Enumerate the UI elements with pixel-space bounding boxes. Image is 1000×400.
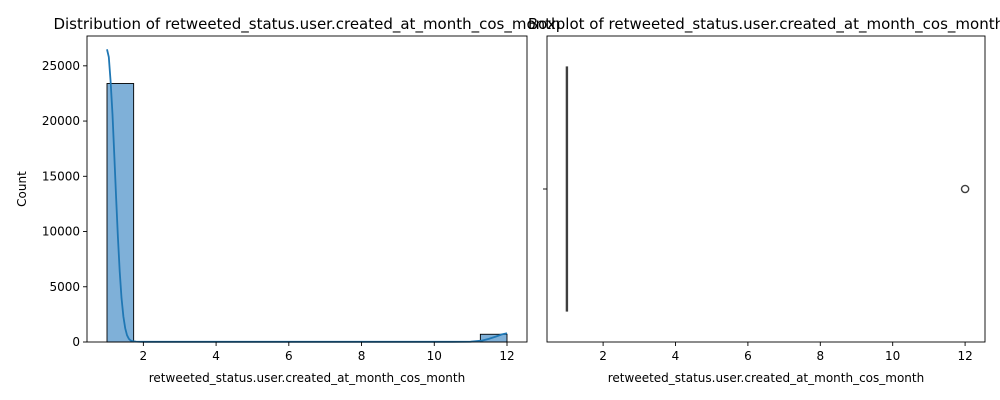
x-tick-label: 8: [358, 349, 366, 363]
histogram-y-label: Count: [15, 171, 29, 207]
boxplot-x-label: retweeted_status.user.created_at_month_c…: [608, 371, 924, 385]
x-tick-label: 8: [816, 349, 824, 363]
x-tick-label: 10: [885, 349, 900, 363]
x-tick-label: 4: [212, 349, 220, 363]
histogram-panel: Distribution of retweeted_status.user.cr…: [15, 15, 561, 385]
x-tick-label: 2: [599, 349, 607, 363]
y-tick-label: 10000: [42, 225, 80, 239]
histogram-bars: [106, 83, 508, 343]
x-tick-label: 6: [744, 349, 752, 363]
y-tick-label: 5000: [49, 280, 80, 294]
boxplot-axes-frame: [546, 35, 986, 343]
histogram-x-label: retweeted_status.user.created_at_month_c…: [149, 371, 465, 385]
histogram-x-ticks: 2 4 6 8 10 12: [140, 342, 515, 363]
histogram-bar: [106, 83, 135, 343]
kde-curve: [106, 49, 508, 343]
y-tick-label: 0: [72, 335, 80, 349]
x-tick-label: 10: [427, 349, 442, 363]
y-tick-label: 15000: [42, 169, 80, 183]
y-tick-label: 20000: [42, 114, 80, 128]
x-tick-label: 12: [957, 349, 972, 363]
x-tick-label: 12: [499, 349, 514, 363]
histogram-y-ticks: 0 5000 10000 15000 20000 25000: [42, 59, 87, 349]
y-tick-label: 25000: [42, 59, 80, 73]
histogram-axes-frame: [86, 35, 528, 343]
boxplot-panel: Boxplot of retweeted_status.user.created…: [528, 15, 1000, 385]
x-tick-label: 6: [285, 349, 293, 363]
outlier-point: [960, 184, 970, 194]
boxplot-marks: [565, 66, 970, 312]
boxplot-x-ticks: 2 4 6 8 10 12: [599, 342, 973, 363]
x-tick-label: 2: [140, 349, 148, 363]
histogram-title: Distribution of retweeted_status.user.cr…: [53, 15, 560, 34]
boxplot-title: Boxplot of retweeted_status.user.created…: [528, 15, 1000, 34]
x-tick-label: 4: [672, 349, 680, 363]
